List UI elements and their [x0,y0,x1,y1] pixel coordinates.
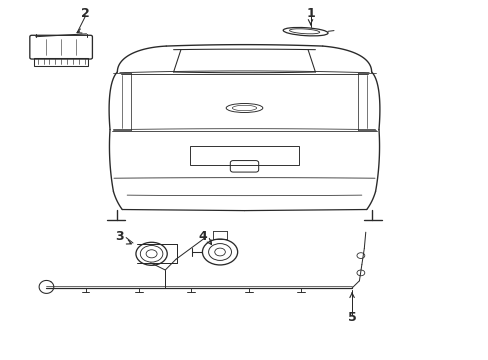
Bar [189,146,299,165]
Bar [34,58,88,66]
Text: 4: 4 [198,230,207,243]
Text: 5: 5 [347,311,356,324]
Text: 3: 3 [115,230,124,243]
Text: 1: 1 [305,7,314,20]
Text: 2: 2 [81,7,90,20]
